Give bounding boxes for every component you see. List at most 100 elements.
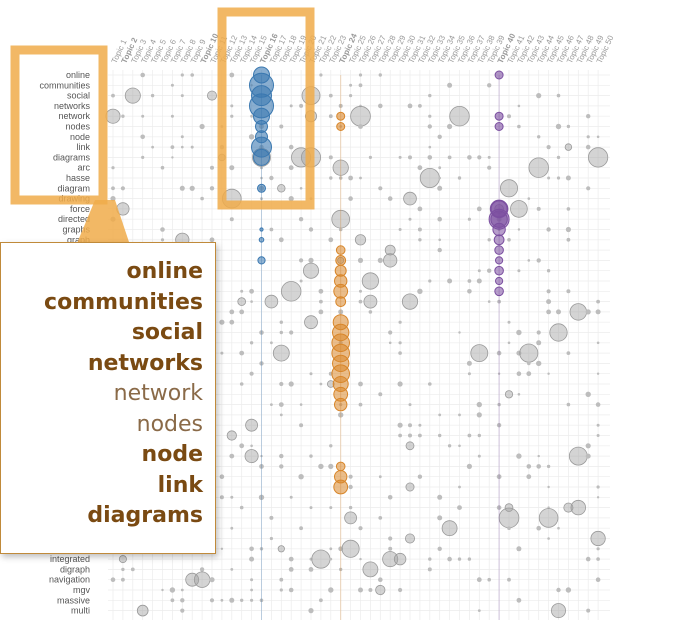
term-topic-bubble <box>258 494 265 500</box>
callout-term: diagrams <box>87 503 203 528</box>
term-topic-bubble <box>220 598 224 602</box>
term-topic-bubble <box>151 145 155 149</box>
term-topic-bubble <box>239 443 245 449</box>
term-topic-bubble <box>299 526 303 531</box>
term-topic-bubble <box>140 134 145 140</box>
term-topic-bubble <box>230 114 234 118</box>
term-topic-bubble <box>403 191 417 206</box>
term-topic-bubble <box>470 344 489 363</box>
term-topic-bubble <box>378 516 383 520</box>
term-topic-bubble <box>477 155 482 160</box>
term-topic-bubble <box>349 83 353 87</box>
term-topic-bubble <box>237 297 247 306</box>
term-topic-bubble <box>354 234 367 246</box>
term-topic-bubble <box>358 299 363 304</box>
callout-term: social <box>131 320 203 345</box>
term-topic-bubble <box>169 587 176 593</box>
term-topic-bubble <box>180 588 184 592</box>
term-topic-bubble <box>569 303 588 321</box>
term-label: digraph <box>60 564 90 574</box>
term-label: node <box>70 132 90 142</box>
term-label: multi <box>71 606 90 616</box>
term-label: diagrams <box>53 152 91 162</box>
term-topic-bubble <box>566 402 571 407</box>
series-bubble <box>494 111 504 121</box>
term-topic-bubble <box>595 309 601 315</box>
term-topic-bubble <box>180 608 185 613</box>
callout-term: link <box>157 472 203 498</box>
term-topic-bubble <box>428 114 432 118</box>
term-topic-bubble <box>260 176 263 180</box>
term-topic-bubble <box>447 444 452 448</box>
term-topic-bubble <box>309 372 313 376</box>
term-topic-bubble <box>419 167 440 188</box>
term-topic-bubble <box>328 237 334 243</box>
term-topic-bubble <box>358 124 363 129</box>
term-topic-bubble <box>467 372 471 376</box>
term-topic-bubble <box>487 165 492 170</box>
term-topic-bubble <box>596 341 600 345</box>
term-topic-bubble <box>185 572 200 587</box>
term-label: nodes <box>65 122 90 132</box>
term-topic-bubble <box>504 390 514 399</box>
term-topic-bubble <box>259 598 264 603</box>
term-topic-bubble <box>299 103 304 108</box>
term-topic-bubble <box>467 289 472 294</box>
term-topic-bubble <box>349 94 353 98</box>
term-topic-bubble <box>209 237 215 243</box>
term-topic-bubble <box>278 237 284 243</box>
term-topic-bubble <box>329 557 333 561</box>
term-topic-bubble <box>437 247 442 253</box>
term-topic-bubble <box>248 134 255 140</box>
term-topic-bubble <box>447 123 453 130</box>
term-topic-bubble <box>447 278 453 284</box>
term-topic-bubble <box>180 135 184 139</box>
term-topic-bubble <box>319 598 323 603</box>
series-bubble <box>494 122 504 131</box>
term-topic-bubble <box>210 165 214 170</box>
series-bubble <box>494 70 504 80</box>
term-topic-bubble <box>350 105 371 127</box>
term-topic-bubble <box>570 499 587 516</box>
series-bubble <box>494 286 504 297</box>
term-topic-bubble <box>328 155 333 160</box>
term-topic-bubble <box>200 196 204 201</box>
term-topic-bubble <box>596 135 600 139</box>
term-topic-bubble <box>398 587 403 593</box>
term-topic-bubble <box>457 176 462 180</box>
term-topic-bubble <box>398 433 402 438</box>
term-topic-bubble <box>401 293 419 310</box>
term-topic-bubble <box>596 557 600 561</box>
term-topic-bubble <box>219 319 225 325</box>
term-topic-bubble <box>428 93 432 98</box>
series-bubble <box>258 237 265 243</box>
term-topic-bubble <box>467 279 472 283</box>
term-topic-bubble <box>229 217 234 222</box>
term-topic-bubble <box>585 144 591 150</box>
series-bubble <box>336 111 346 121</box>
term-topic-bubble <box>259 464 264 469</box>
term-topic-bubble <box>466 360 472 366</box>
term-topic-bubble <box>348 175 353 181</box>
term-topic-bubble <box>447 155 452 160</box>
term-topic-bubble <box>130 567 135 572</box>
term-topic-bubble <box>181 145 184 149</box>
term-topic-bubble <box>458 331 461 334</box>
term-topic-bubble <box>526 371 532 377</box>
term-topic-bubble <box>398 351 402 355</box>
series-bubble <box>333 479 349 495</box>
term-topic-bubble <box>121 567 125 572</box>
term-topic-bubble <box>279 464 284 469</box>
term-topic-bubble <box>476 577 482 583</box>
term-topic-bubble <box>547 372 550 375</box>
term-topic-bubble <box>239 350 245 356</box>
term-topic-bubble <box>447 82 453 88</box>
term-topic-bubble <box>329 547 333 551</box>
term-topic-bubble <box>536 464 541 469</box>
term-topic-bubble <box>408 433 412 438</box>
term-topic-bubble <box>587 147 609 168</box>
term-label: online <box>66 70 90 80</box>
term-topic-bubble <box>547 537 550 540</box>
term-topic-bubble <box>398 320 402 324</box>
term-topic-bubble <box>467 155 472 160</box>
